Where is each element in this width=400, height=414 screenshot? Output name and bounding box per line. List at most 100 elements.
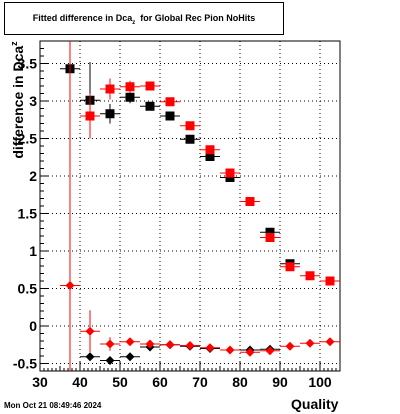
y-tick-label: 3.5: [18, 56, 38, 72]
data-point: [100, 104, 120, 124]
chart-title-rest: for Global Rec Pion NoHits: [140, 13, 256, 23]
x-axis-label: Quality: [291, 396, 339, 412]
square-marker: [165, 97, 175, 107]
x-tick-label: 40: [72, 374, 88, 390]
diamond-marker: [185, 341, 195, 350]
diamond-marker: [145, 339, 155, 349]
data-point: [280, 341, 300, 351]
square-marker: [125, 82, 135, 92]
square-marker: [85, 111, 95, 121]
square-marker: [165, 111, 175, 121]
diamond-marker: [105, 356, 115, 365]
square-marker: [125, 92, 135, 102]
data-point: [320, 276, 340, 286]
chart-title-main: Fitted difference in Dca: [32, 13, 133, 23]
y-tick-label: -0.5: [13, 356, 37, 372]
data-point: [200, 343, 220, 353]
data-point: [100, 356, 120, 365]
diamond-marker: [305, 338, 315, 348]
data-point: [200, 145, 220, 155]
square-marker: [185, 121, 195, 131]
square-marker: [205, 145, 215, 155]
y-tick-label: 0: [29, 318, 37, 334]
data-point: [140, 101, 160, 111]
data-point: [220, 168, 240, 178]
diamond-marker: [125, 337, 135, 347]
data-point: [300, 338, 320, 348]
y-axis-label-main: difference in Dca: [10, 45, 26, 159]
square-marker: [325, 276, 335, 286]
y-axis-label: difference in Dcaz: [9, 41, 26, 159]
y-tick-label: 1.5: [18, 206, 38, 222]
data-point: [160, 340, 180, 350]
data-point: [120, 80, 140, 93]
x-tick-label: 90: [272, 374, 288, 390]
data-point: [100, 337, 120, 351]
diamond-marker: [245, 347, 255, 357]
y-tick-label: 3: [29, 93, 37, 109]
data-point: [280, 262, 300, 272]
y-tick-label: 1: [29, 243, 37, 259]
diamond-marker: [325, 337, 335, 347]
data-point: [220, 345, 240, 355]
data-point: [80, 310, 100, 353]
y-tick-label: 0.5: [18, 281, 38, 297]
chart-title: Fitted difference in Dcaz for Global Rec…: [5, 13, 283, 26]
x-tick-label: 100: [308, 374, 332, 390]
data-point: [120, 352, 140, 362]
square-marker: [285, 262, 295, 272]
chart-title-subscript: z: [132, 20, 136, 26]
diamond-marker: [205, 343, 215, 353]
diamond-marker: [65, 281, 75, 290]
square-marker: [305, 271, 315, 281]
diamond-marker: [85, 326, 95, 336]
square-marker: [145, 101, 155, 111]
square-marker: [205, 152, 215, 161]
x-tick-label: 30: [32, 374, 48, 390]
x-tick-label: 50: [112, 374, 128, 390]
data-point: [80, 93, 100, 139]
data-point: [80, 352, 100, 362]
y-tick-label: 2.5: [18, 131, 38, 147]
data-point: [140, 339, 160, 349]
data-point: [160, 97, 180, 107]
series-1: [80, 78, 340, 286]
square-marker: [265, 233, 275, 242]
diamond-marker: [285, 341, 295, 351]
data-point: [240, 197, 260, 206]
series-3: [60, 41, 340, 371]
data-point: [300, 271, 320, 281]
data-point: [60, 41, 80, 371]
diamond-marker: [265, 346, 275, 356]
data-point: [320, 337, 340, 347]
data-point: [180, 341, 200, 350]
x-tick-label: 60: [152, 374, 168, 390]
square-marker: [225, 168, 235, 178]
y-tick-label: 2: [29, 168, 37, 184]
diamond-marker: [165, 340, 175, 350]
data-point: [200, 152, 220, 161]
square-marker: [105, 109, 115, 119]
square-marker: [265, 227, 275, 237]
data-point: [120, 337, 140, 347]
data-point: [160, 111, 180, 121]
data-point: [120, 91, 140, 104]
data-point: [260, 233, 280, 242]
diamond-marker: [125, 352, 135, 362]
square-marker: [245, 197, 255, 206]
square-marker: [145, 81, 155, 91]
timestamp: Mon Oct 21 08:49:46 2024: [4, 401, 102, 410]
data-point: [180, 134, 200, 144]
diamond-marker: [225, 345, 235, 355]
y-axis-label-subscript: z: [9, 41, 19, 46]
data-point: [180, 121, 200, 131]
data-point: [240, 347, 260, 357]
data-point: [260, 346, 280, 356]
title-box: Fitted difference in Dcaz for Global Rec…: [4, 2, 284, 35]
diamond-marker: [85, 352, 95, 362]
square-marker: [105, 84, 115, 94]
data-point: [100, 78, 120, 100]
diamond-marker: [105, 339, 115, 349]
data-point: [140, 81, 160, 91]
